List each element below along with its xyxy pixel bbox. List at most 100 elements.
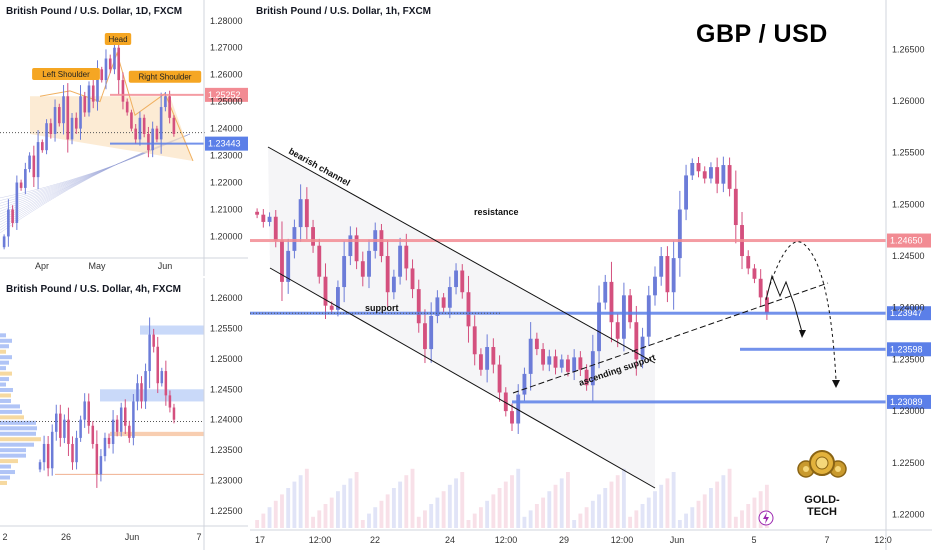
h1-vol-candle[interactable] xyxy=(404,245,409,269)
h4-candle[interactable] xyxy=(63,419,66,438)
h4-candle[interactable] xyxy=(38,462,42,470)
h1-vol-candle[interactable] xyxy=(429,316,434,350)
h1-vol-candle[interactable] xyxy=(597,302,601,352)
h1-vol-candle[interactable] xyxy=(534,338,539,350)
h1-vol-candle[interactable] xyxy=(435,297,440,317)
h1-vol-candle[interactable] xyxy=(752,268,757,279)
h4-candle[interactable] xyxy=(128,425,131,438)
h1-vol-candle[interactable] xyxy=(261,214,266,222)
h4-candle[interactable] xyxy=(99,456,103,475)
h1-vol-candle[interactable] xyxy=(478,354,483,370)
h1-vol-candle[interactable] xyxy=(280,240,284,282)
h4-candle[interactable] xyxy=(160,371,164,384)
daily-chart-svg[interactable]: 1.25252 1.23443 1.28000 1.27000 1.26000 1.250… xyxy=(0,0,248,276)
h1-vol-candle[interactable] xyxy=(491,347,496,365)
h1-vol-candle[interactable] xyxy=(441,297,446,308)
daily-candle[interactable] xyxy=(74,117,78,129)
h1-vol-candle[interactable] xyxy=(603,281,608,303)
h4-candle[interactable] xyxy=(152,334,155,347)
daily-candle[interactable] xyxy=(108,58,112,70)
daily-candle[interactable] xyxy=(134,128,137,140)
h4-candle[interactable] xyxy=(111,419,115,444)
h1-vol-candle[interactable] xyxy=(702,171,707,179)
h1-vol-candle[interactable] xyxy=(690,163,695,176)
h1-vol-candle[interactable] xyxy=(323,276,328,306)
h4-candle[interactable] xyxy=(75,437,78,463)
daily-candle[interactable] xyxy=(125,101,129,113)
h4-candle[interactable] xyxy=(50,431,54,469)
h1-vol-candle[interactable] xyxy=(385,256,390,293)
h1-vol-candle[interactable] xyxy=(360,261,365,277)
h1-vol-candle[interactable] xyxy=(311,227,315,246)
daily-candle[interactable] xyxy=(159,107,163,140)
lightning-icon[interactable] xyxy=(758,510,774,526)
h4-candle[interactable] xyxy=(132,401,135,438)
h1-vol-candle[interactable] xyxy=(696,163,701,172)
daily-candle[interactable] xyxy=(151,128,154,151)
h1-vol-candle[interactable] xyxy=(410,268,415,290)
daily-candle[interactable] xyxy=(96,69,99,102)
h4-candle[interactable] xyxy=(67,419,70,444)
daily-candle[interactable] xyxy=(66,96,70,140)
daily-candle[interactable] xyxy=(83,96,87,113)
h1-vol-candle[interactable] xyxy=(665,256,670,293)
h4-candle[interactable] xyxy=(168,395,172,408)
h4-candle[interactable] xyxy=(172,407,176,420)
daily-candle[interactable] xyxy=(130,112,133,129)
daily-candle[interactable] xyxy=(49,123,53,134)
h1-vol-candle[interactable] xyxy=(447,287,452,308)
h1-vol-candle[interactable] xyxy=(304,199,309,228)
h1-vol-candle[interactable] xyxy=(317,245,322,277)
daily-candle[interactable] xyxy=(36,142,40,178)
h1-vol-candle[interactable] xyxy=(715,167,720,184)
h1-vol-candle[interactable] xyxy=(566,359,570,372)
daily-candle[interactable] xyxy=(100,69,104,81)
daily-candle[interactable] xyxy=(41,142,44,151)
h1-vol-candle[interactable] xyxy=(485,347,490,370)
h4-candle[interactable] xyxy=(144,371,147,402)
h1-vol-candle[interactable] xyxy=(273,216,278,241)
h1-vol-candle[interactable] xyxy=(367,250,371,277)
h1-vol-candle[interactable] xyxy=(416,289,421,324)
h1-vol-candle[interactable] xyxy=(758,278,763,298)
h4-candle[interactable] xyxy=(107,437,111,444)
daily-candle[interactable] xyxy=(32,155,36,178)
h1-vol-candle[interactable] xyxy=(646,295,651,337)
daily-candle[interactable] xyxy=(113,47,116,70)
daily-candle[interactable] xyxy=(164,96,167,108)
daily-candle[interactable] xyxy=(121,80,125,102)
h1-vol-candle[interactable] xyxy=(391,276,396,293)
h1-vol-candle[interactable] xyxy=(472,326,477,355)
h4-candle[interactable] xyxy=(124,407,127,426)
h4-candle[interactable] xyxy=(59,413,62,438)
daily-candle[interactable] xyxy=(57,107,61,124)
h1-vol-candle[interactable] xyxy=(628,295,633,323)
h1-vol-candle[interactable] xyxy=(677,209,682,259)
h4-chart-panel[interactable]: 1.26000 1.25500 1.25000 1.24500 1.24000 1.235… xyxy=(0,278,248,550)
h4-candle[interactable] xyxy=(164,371,168,396)
daily-candle[interactable] xyxy=(104,58,108,81)
h4-candle[interactable] xyxy=(91,425,95,444)
h4-candle[interactable] xyxy=(83,401,86,420)
daily-candle[interactable] xyxy=(15,182,19,223)
h1-vol-candle[interactable] xyxy=(659,256,664,277)
daily-candle[interactable] xyxy=(138,117,142,140)
daily-candle[interactable] xyxy=(11,209,14,223)
h1-vol-candle[interactable] xyxy=(764,297,769,313)
h4-candle[interactable] xyxy=(156,346,159,384)
h1-vol-candle[interactable] xyxy=(348,235,353,257)
h1-vol-candle[interactable] xyxy=(510,411,514,424)
h1-vol-candle[interactable] xyxy=(615,322,620,339)
h4-candle[interactable] xyxy=(103,437,107,457)
h1-vol-candle[interactable] xyxy=(634,322,639,360)
h4-candle[interactable] xyxy=(55,413,58,432)
h1-vol-candle[interactable] xyxy=(267,216,272,222)
h1-vol-candle[interactable] xyxy=(547,356,552,365)
h1-vol-candle[interactable] xyxy=(609,281,614,323)
h4-candle[interactable] xyxy=(140,383,143,402)
h1-vol-candle[interactable] xyxy=(733,188,738,226)
h1-vol-candle[interactable] xyxy=(522,373,527,395)
h1-vol-candle[interactable] xyxy=(503,392,508,412)
daily-candle[interactable] xyxy=(62,96,65,124)
h1-vol-candle[interactable] xyxy=(255,211,260,215)
